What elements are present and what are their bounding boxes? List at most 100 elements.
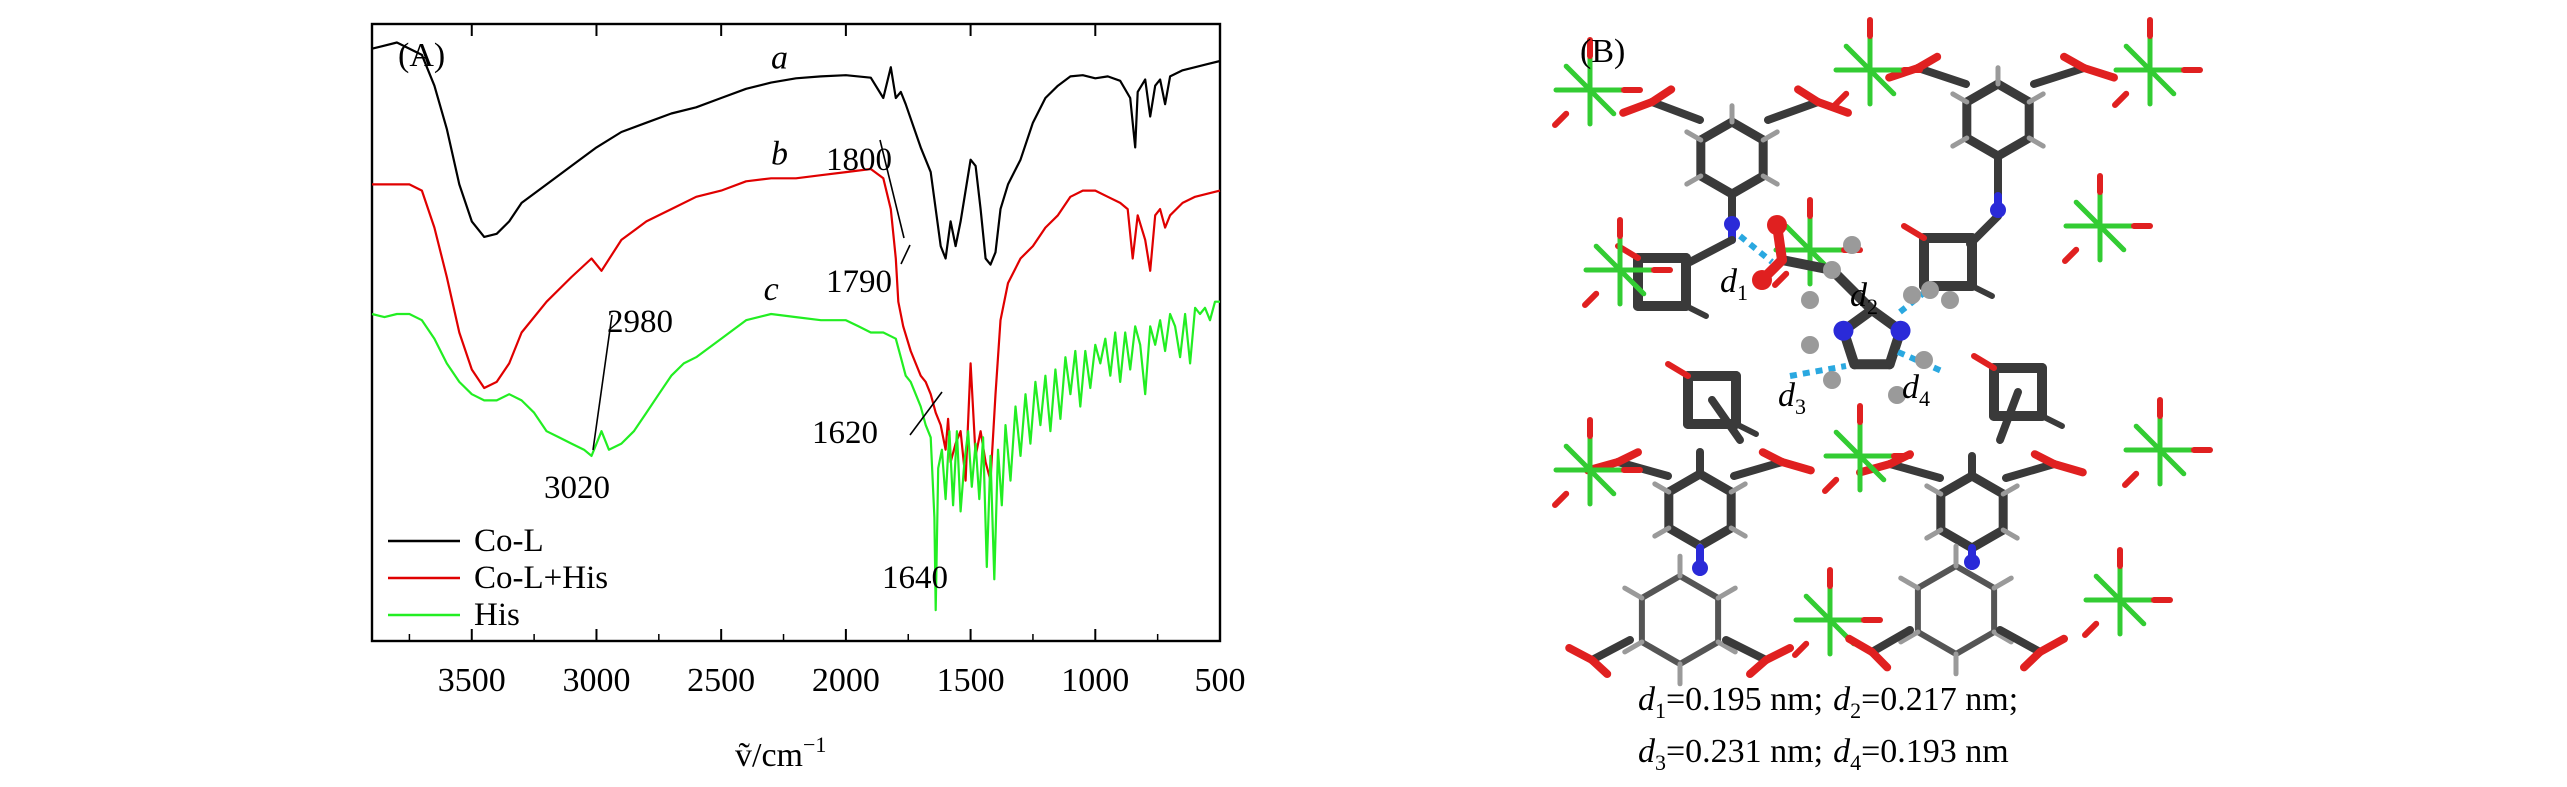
bond (2026, 91, 2046, 105)
hydrogen-atom (1823, 371, 1841, 389)
bond (2123, 43, 2153, 73)
caption-d1-symbol: d (1638, 681, 1656, 718)
bond (2030, 64, 2088, 88)
bond (1684, 129, 1704, 143)
bond (1967, 471, 2008, 499)
bond (1936, 525, 1977, 553)
d4-subscript: 4 (1919, 386, 1930, 411)
bond (1814, 98, 1852, 117)
bond (1868, 648, 1892, 672)
bond (1914, 52, 1942, 72)
x-tick-label: 2500 (687, 662, 755, 699)
bond (1708, 396, 1744, 444)
nitrogen-atom (1990, 202, 2006, 218)
bond (2117, 597, 2147, 627)
bond (1696, 117, 1737, 145)
bond (1582, 290, 1600, 308)
x-tick-label: 3000 (562, 662, 630, 699)
bond (1822, 476, 1840, 494)
caption-d4-value: =0.193 nm (1861, 733, 2009, 770)
series-line-co-l (371, 41, 1221, 266)
bond (1996, 388, 2022, 444)
ir-spectrum-panel: 3500 3000 2500 2000 1500 1000 500 a b c (A) 1800… (370, 22, 1246, 774)
bond (1971, 353, 1997, 371)
bond (1962, 79, 2003, 107)
bond (1962, 133, 2003, 161)
bond (2036, 634, 2068, 656)
leader-1800 (879, 139, 905, 239)
curve-letter-c: c (764, 271, 779, 308)
bond (1695, 523, 1736, 551)
hydrogen-atom (1801, 336, 1819, 354)
bond (2039, 413, 2065, 429)
hydrogen-atom (1921, 281, 1939, 299)
hbond-label-d4: d4 (1902, 369, 1930, 411)
annotation-2980: 2980 (607, 304, 673, 340)
bond (1730, 458, 1786, 480)
bond (2082, 620, 2100, 638)
bond (2062, 246, 2080, 264)
bond (1638, 639, 1683, 667)
bond (1772, 270, 1790, 288)
bond (1617, 267, 1647, 297)
bond (1563, 443, 1593, 473)
bond (1991, 629, 2014, 645)
hbond-d4 (1896, 349, 1946, 375)
hydrogen-atom (1801, 291, 1819, 309)
bond (1695, 469, 1736, 497)
hydrogen-bond-lines (1738, 233, 1946, 379)
distance-caption-line-1: d1=0.195 nm; d2=0.217 nm; (1638, 681, 2018, 723)
x-tick-label: 1000 (1061, 662, 1129, 699)
bond (1664, 523, 1705, 551)
annotation-3020: 3020 (544, 470, 610, 506)
x-axis-ticks: 3500 3000 2500 2000 1500 1000 500 (408, 24, 1246, 699)
bond (1684, 173, 1704, 187)
bond (2030, 450, 2058, 468)
annotation-1620: 1620 (812, 415, 878, 451)
bond (1953, 629, 1998, 657)
bond (1715, 585, 1738, 601)
bond (1648, 98, 1704, 124)
leader-1620 (909, 391, 943, 436)
bond (1587, 87, 1617, 117)
bond (1967, 525, 2008, 553)
hbond-d3 (1789, 363, 1847, 379)
hbond-label-d1: d1 (1720, 263, 1748, 305)
caption-d2-subscript: 2 (1850, 698, 1861, 723)
panel-label-b: (B) (1580, 33, 1625, 70)
caption-d1-subscript: 1 (1655, 698, 1666, 723)
bond (1733, 421, 1759, 437)
bond (2000, 527, 2020, 541)
oxygen-atom (1752, 270, 1772, 290)
bond (1886, 460, 1944, 482)
bond (1552, 110, 1570, 128)
bond (1665, 361, 1691, 379)
bond (1845, 634, 1876, 656)
bond (2147, 67, 2177, 97)
bond (1953, 563, 1998, 591)
bond (1868, 626, 1914, 656)
hydrogen-atom (1903, 286, 1921, 304)
curve-letters: a b c (764, 40, 788, 308)
bond (2080, 64, 2118, 82)
d2-symbol: d (1850, 277, 1868, 314)
bond (1783, 223, 1813, 253)
d1-subscript: 1 (1737, 280, 1748, 305)
bond (1746, 656, 1770, 678)
bond (1614, 458, 1672, 480)
bond (2097, 223, 2127, 253)
nitrogen-atom (1833, 320, 1854, 341)
bond (1722, 636, 1770, 664)
leader-2980 (592, 314, 613, 451)
bond (1914, 64, 1970, 88)
bond (1563, 63, 1593, 93)
bond (1760, 129, 1780, 143)
bond (1652, 525, 1672, 539)
bond (2112, 90, 2130, 108)
caption-d3-subscript: 3 (1655, 750, 1666, 775)
bond (1901, 223, 1927, 241)
bond (2000, 483, 2020, 497)
bond (1950, 91, 1970, 105)
bond (2060, 52, 2088, 72)
bond (1622, 585, 1645, 601)
